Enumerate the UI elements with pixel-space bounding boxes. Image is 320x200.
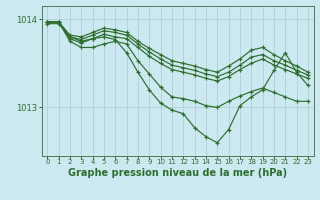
X-axis label: Graphe pression niveau de la mer (hPa): Graphe pression niveau de la mer (hPa) [68,168,287,178]
